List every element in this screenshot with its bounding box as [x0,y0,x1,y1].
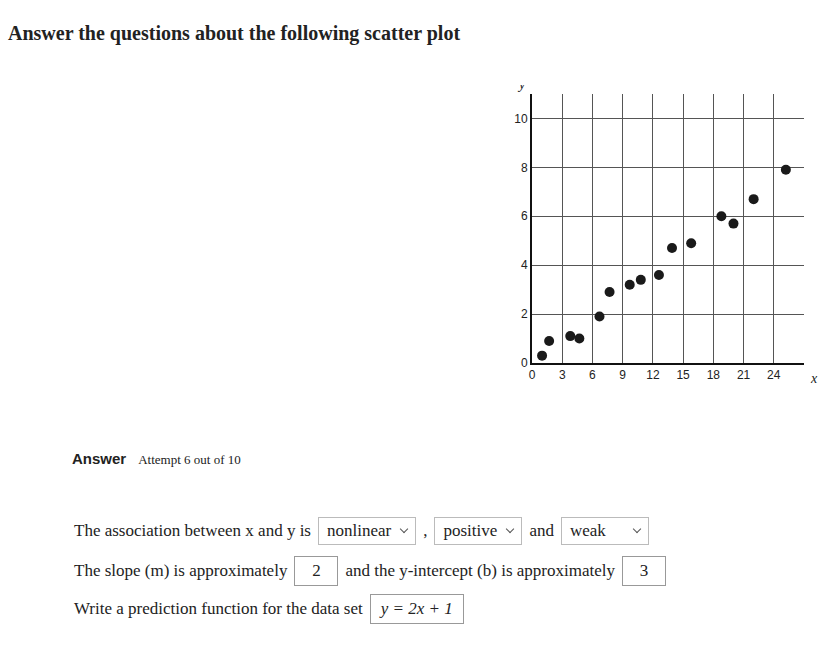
svg-text:4: 4 [521,258,528,272]
html-text:Write a prediction function fo: Write a prediction function for the data… [74,599,363,618]
svg-text:6: 6 [589,368,596,382]
svg-text:6: 6 [521,209,528,223]
html-text:2: 2 [312,561,321,580]
svg-text:0: 0 [529,368,536,382]
svg-text:18: 18 [707,368,721,382]
html-text:The slope (m) is approximately: The slope (m) is approximately [74,561,288,580]
html-text:3: 3 [639,561,649,580]
html-text:weak: weak [570,521,606,540]
html-text:The association between x and: The association between x and y is [74,521,311,540]
svg-text:x: x [810,371,818,386]
svg-text:3: 3 [559,368,566,382]
svg-text:10: 10 [514,112,528,126]
html-text:Answer: Answer [72,450,127,467]
html-text:Attempt 6 out of 10: Attempt 6 out of 10 [138,452,241,467]
svg-text:21: 21 [737,368,751,382]
html-text:and the y-intercept (b) is app: and the y-intercept (b) is approximately [345,561,615,580]
html-text:nonlinear: nonlinear [327,521,392,540]
html-text:positive: positive [443,521,498,540]
svg-text:12: 12 [646,368,660,382]
svg-text:9: 9 [619,368,626,382]
svg-text:0: 0 [521,356,528,370]
html-text:and: and [529,521,554,540]
html-text:y = 2x + 1: y = 2x + 1 [380,599,453,618]
svg-text:y: y [517,85,526,92]
svg-text:15: 15 [676,368,690,382]
svg-text:8: 8 [521,161,528,175]
svg-text:2: 2 [521,307,528,321]
html-text:Answer the questions about the: Answer the questions about the following… [8,22,461,44]
svg-text:24: 24 [767,368,781,382]
